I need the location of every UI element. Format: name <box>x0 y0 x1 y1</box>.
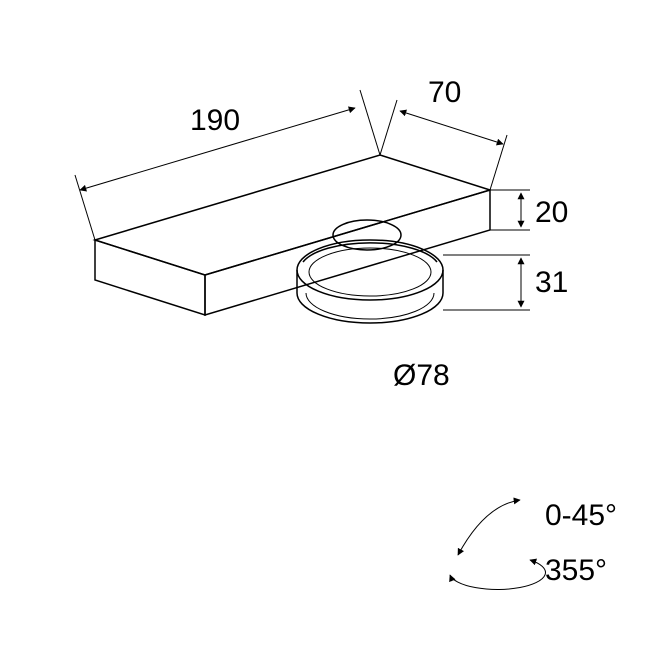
ext-line-70-right <box>490 135 507 190</box>
tilt-label: 0-45° <box>545 499 617 532</box>
ext-line-70-left <box>380 100 397 155</box>
lamp-top-rim-inner <box>309 248 431 296</box>
box-right-face <box>205 190 490 315</box>
dim-label-diameter: Ø78 <box>393 359 450 392</box>
lamp-bottom-rim-inner <box>306 293 434 319</box>
rotation-indicator: 0-45° 355° <box>450 499 617 590</box>
dim-label-lamp-height: 31 <box>535 266 568 299</box>
ext-line-190-right <box>360 90 380 155</box>
dim-label-width: 70 <box>428 76 461 109</box>
dim-line-70 <box>400 111 503 144</box>
dim-label-length: 190 <box>190 104 240 137</box>
lamp-top-rim-outer <box>297 240 443 300</box>
technical-drawing: 190 70 20 31 Ø78 0-45° 355° <box>0 0 650 650</box>
dim-label-box-height: 20 <box>535 196 568 229</box>
box-front-face <box>95 240 205 315</box>
tilt-arc <box>458 500 520 555</box>
swivel-arc <box>450 560 545 590</box>
swivel-label: 355° <box>545 554 607 587</box>
ext-line-190-left <box>75 175 95 240</box>
